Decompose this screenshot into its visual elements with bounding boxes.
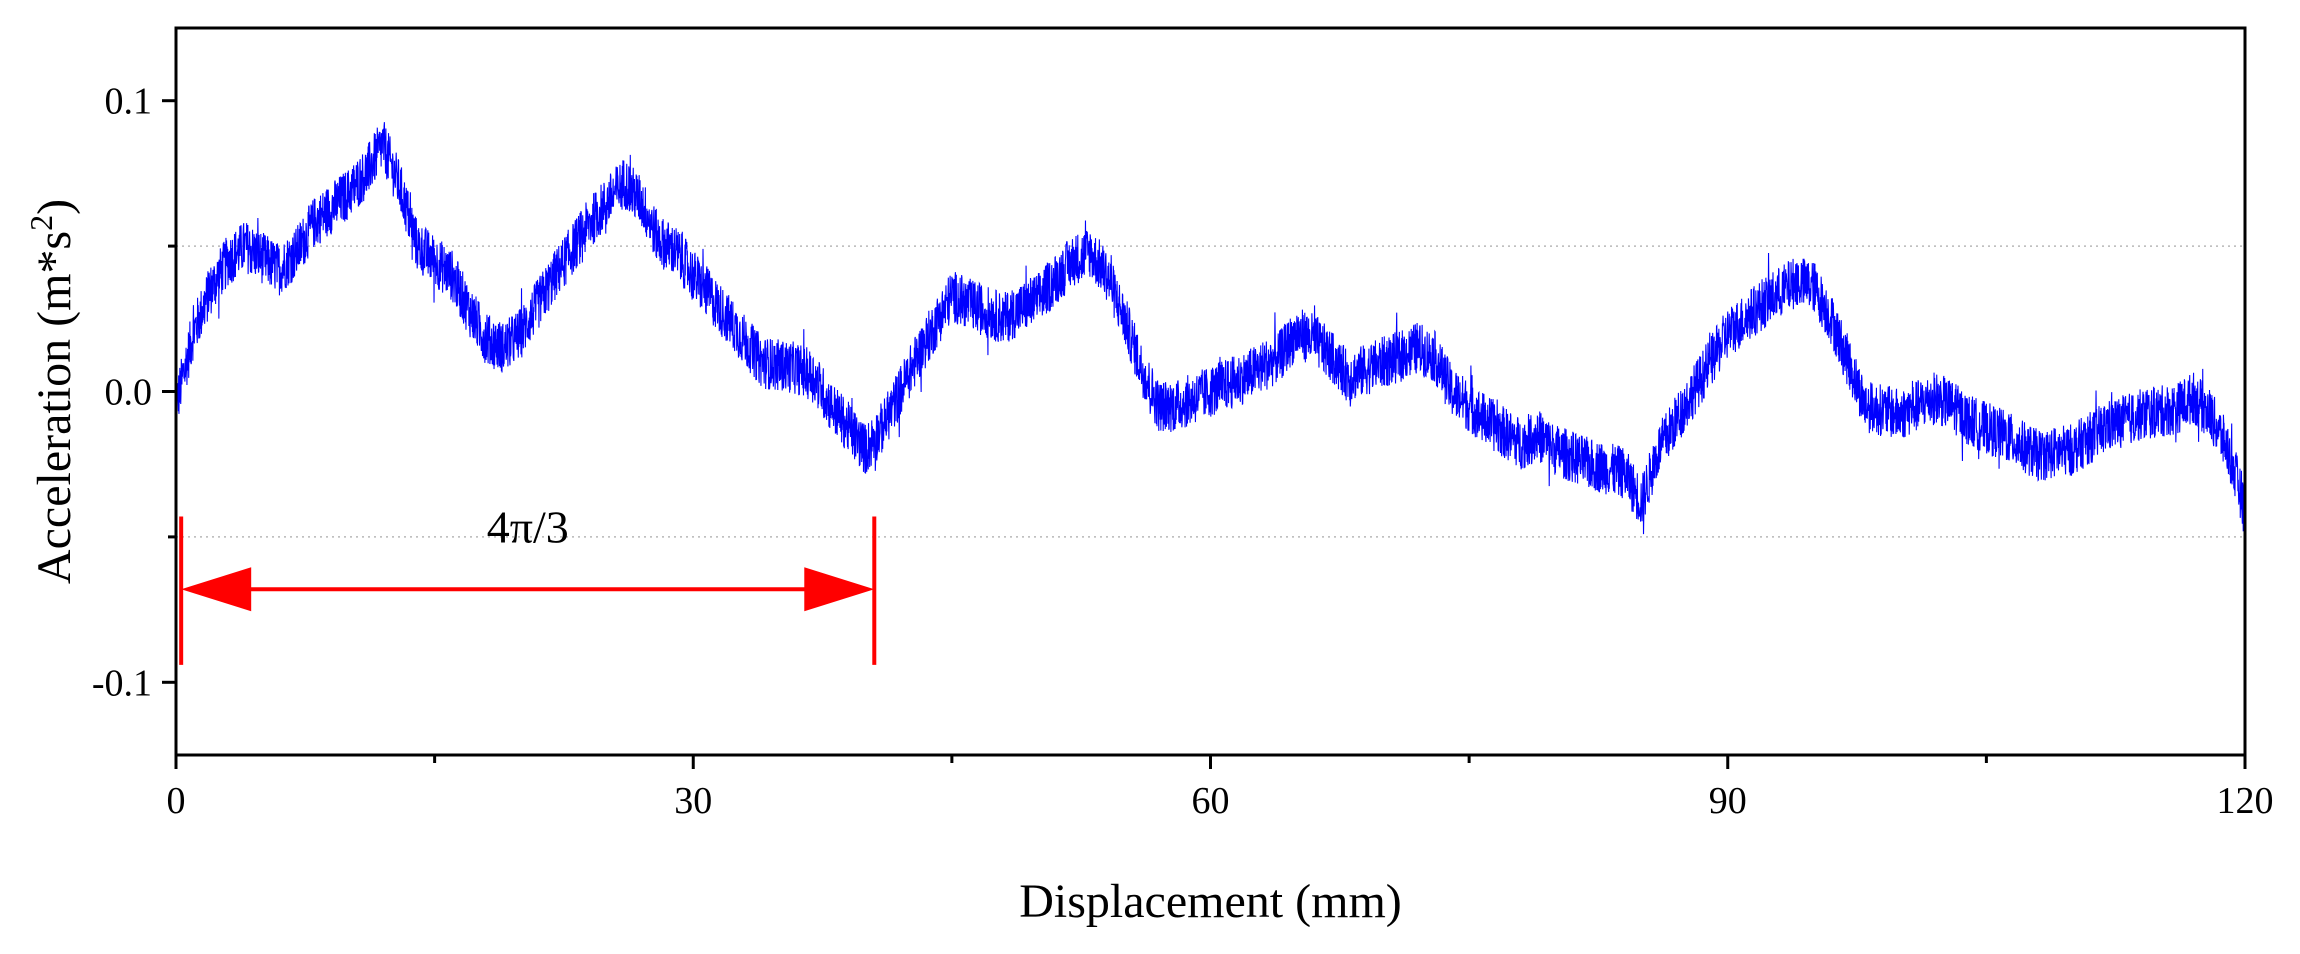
y-axis-title-main: Acceleration (m*s — [28, 231, 81, 584]
annotation-arrowhead-left — [181, 567, 252, 612]
y-axis-title: Acceleration (m*s2) — [23, 199, 81, 584]
y-tick-label: 0.1 — [105, 81, 153, 123]
x-tick-label: 0 — [167, 780, 186, 822]
x-tick-label: 120 — [2217, 780, 2274, 822]
x-axis-title: Displacement (mm) — [1019, 875, 1402, 928]
series-line — [175, 122, 2246, 535]
series-layer — [175, 122, 2246, 535]
x-tick-label: 60 — [1192, 780, 1230, 822]
period-annotation: 4π/3 — [179, 502, 877, 665]
y-tick-label: -0.1 — [92, 662, 152, 704]
annotation-arrowhead-right — [804, 567, 875, 612]
x-tick-label: 30 — [674, 780, 712, 822]
x-tick-label: 90 — [1709, 780, 1747, 822]
axis-ticks: 0 30 60 90 120 0.1 0.0 -0.1 — [92, 81, 2274, 822]
y-axis-title-superscript: 2 — [23, 215, 59, 231]
y-axis-title-close: ) — [28, 199, 81, 215]
y-tick-label: 0.0 — [105, 372, 153, 414]
annotation-label: 4π/3 — [487, 502, 569, 553]
